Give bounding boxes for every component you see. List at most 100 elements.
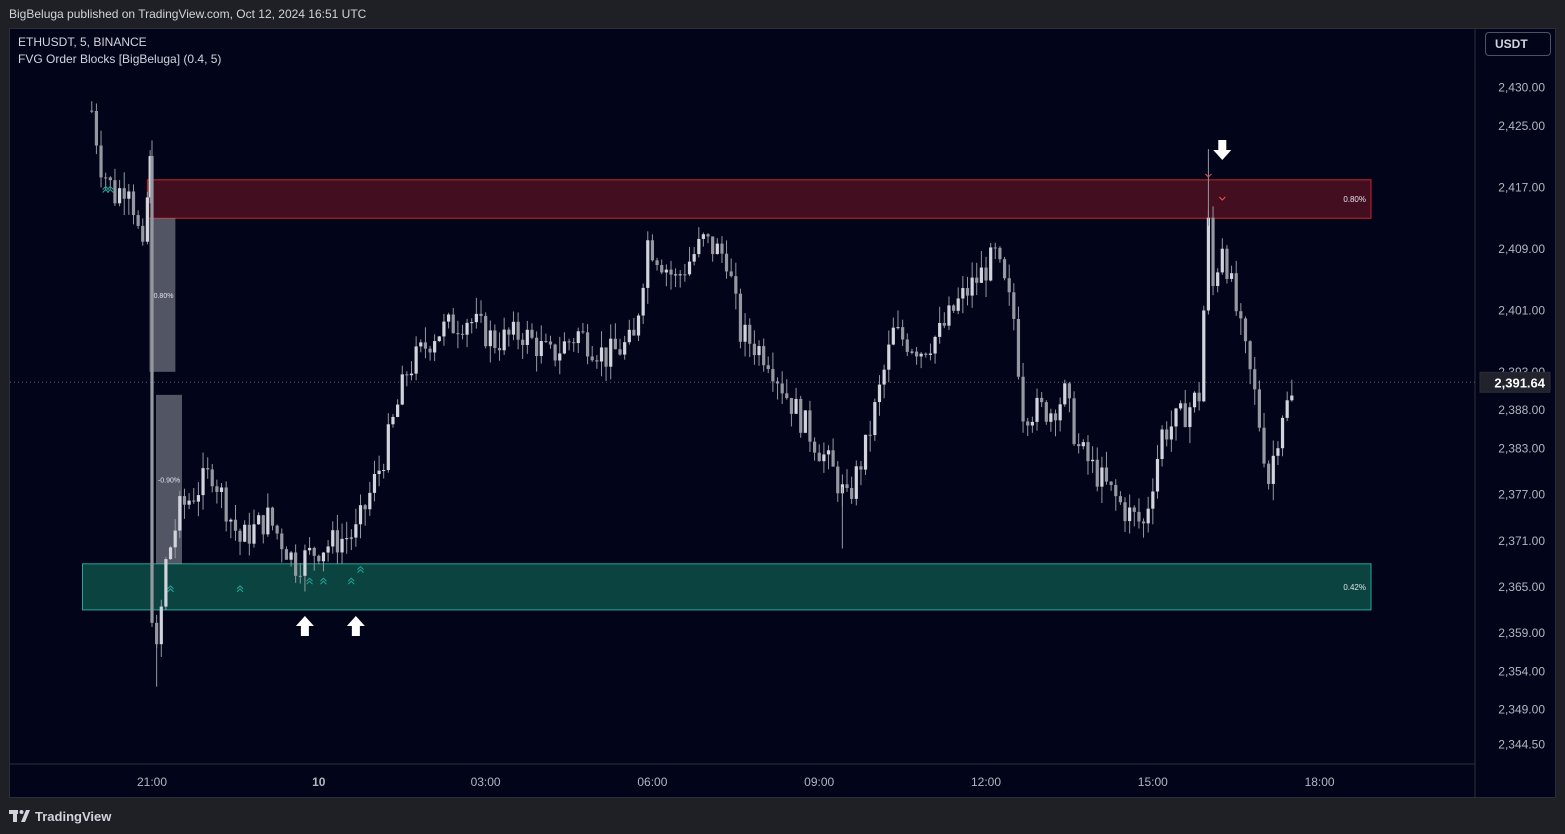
bullish-chevron-icon (320, 580, 327, 585)
candle-body (233, 519, 238, 531)
chart-legend: ETHUSDT, 5, BINANCE FVG Order Blocks [Bi… (18, 34, 221, 68)
candle-body (729, 271, 733, 277)
candle-body (984, 267, 988, 281)
candle-body (738, 293, 743, 342)
candle-body (877, 384, 882, 403)
tradingview-logo-icon (9, 810, 30, 822)
candle-body (752, 343, 756, 356)
symbol-label[interactable]: ETHUSDT, 5, BINANCE (18, 35, 147, 49)
candle-body (627, 329, 631, 343)
candle-body (419, 342, 423, 347)
candle-body (887, 344, 891, 370)
candle-body (641, 287, 645, 316)
candle-body (822, 454, 826, 462)
candle-body (1104, 467, 1109, 482)
candle-body (803, 410, 807, 433)
candle-body (90, 110, 94, 112)
bullish-chevron-icon (236, 585, 244, 590)
candle-body (613, 338, 617, 350)
candle-body (261, 515, 265, 535)
candle-body (924, 353, 928, 355)
candle-body (479, 313, 483, 316)
currency-button[interactable]: USDT (1485, 32, 1551, 56)
candle-body (854, 466, 858, 499)
candle-body (224, 487, 228, 522)
candle-body (1225, 248, 1229, 279)
candle-body (794, 398, 798, 414)
candle-body (182, 496, 187, 505)
candle-body (636, 315, 641, 336)
candle-body (433, 341, 437, 353)
candle-body (720, 243, 724, 254)
candle-body (511, 321, 516, 335)
time-axis-label: 18:00 (1305, 775, 1335, 789)
candle-body (377, 470, 381, 475)
bullish-chevron-icon (347, 577, 355, 582)
candle-body (715, 243, 719, 255)
candle-body (1160, 429, 1164, 460)
candle-body (558, 353, 562, 361)
candle-body (363, 505, 367, 510)
candle-body (206, 468, 210, 470)
price-tick-label: 2,344.50 (1498, 737, 1545, 751)
candle-body (1239, 311, 1243, 319)
candle-body (595, 360, 599, 362)
candle-body (785, 393, 789, 399)
candle-body (1183, 403, 1187, 428)
bullish-chevron-icon (306, 577, 313, 582)
candle-body (743, 324, 747, 342)
candle-body (1141, 521, 1146, 524)
bullish-chevron-icon (236, 588, 244, 593)
candle-body (956, 298, 960, 311)
candle-body (548, 341, 553, 345)
indicator-label[interactable]: FVG Order Blocks [BigBeluga] (0.4, 5) (18, 52, 222, 66)
candle-body (1016, 318, 1021, 377)
candle-body (349, 537, 353, 539)
candle-body (1012, 292, 1016, 319)
candle-body (247, 524, 251, 544)
candle-body (1021, 376, 1025, 422)
candle-body (358, 505, 363, 525)
candle-body (1007, 278, 1011, 293)
price-tick-label: 2,354.00 (1498, 664, 1545, 678)
candle-body (757, 346, 761, 356)
bullish-chevron-icon (320, 577, 327, 582)
candle-body (891, 327, 895, 345)
candle-body (1081, 442, 1085, 447)
bullish-chevron-icon (106, 188, 114, 193)
candle-body (1086, 442, 1090, 462)
candle-body (1229, 273, 1234, 279)
candle-body (701, 234, 705, 239)
candle-body (1151, 491, 1155, 509)
candle-body (771, 369, 775, 382)
candle-body (928, 353, 933, 355)
bullish-chevron-icon (167, 588, 174, 593)
chart-area[interactable] (9, 28, 1556, 798)
price-tick-label: 2,371.00 (1498, 534, 1545, 548)
bullish-chevron-icon (306, 580, 313, 585)
candle-body (576, 331, 580, 344)
candle-body (1262, 427, 1266, 464)
candle-body (650, 240, 655, 261)
price-tick-label: 2,383.00 (1498, 442, 1545, 456)
candle-body (1197, 392, 1201, 402)
candle-body (562, 341, 567, 354)
fvg-box (156, 394, 182, 564)
candle-body (1063, 383, 1067, 405)
candle-body (108, 177, 112, 181)
candle-body (812, 441, 817, 453)
candle-body (808, 410, 812, 442)
candle-body (148, 156, 152, 198)
candle-body (1220, 248, 1224, 273)
candle-body (1100, 467, 1104, 487)
time-axis-label: 10 (312, 775, 326, 789)
candle-body (998, 247, 1002, 260)
candle-body (465, 322, 469, 335)
candle-body (405, 374, 409, 376)
candle-body (673, 274, 678, 276)
candle-body (1128, 507, 1132, 522)
tradingview-footer[interactable]: TradingView (9, 804, 111, 828)
candle-body (201, 468, 205, 496)
candle-body (975, 277, 979, 283)
